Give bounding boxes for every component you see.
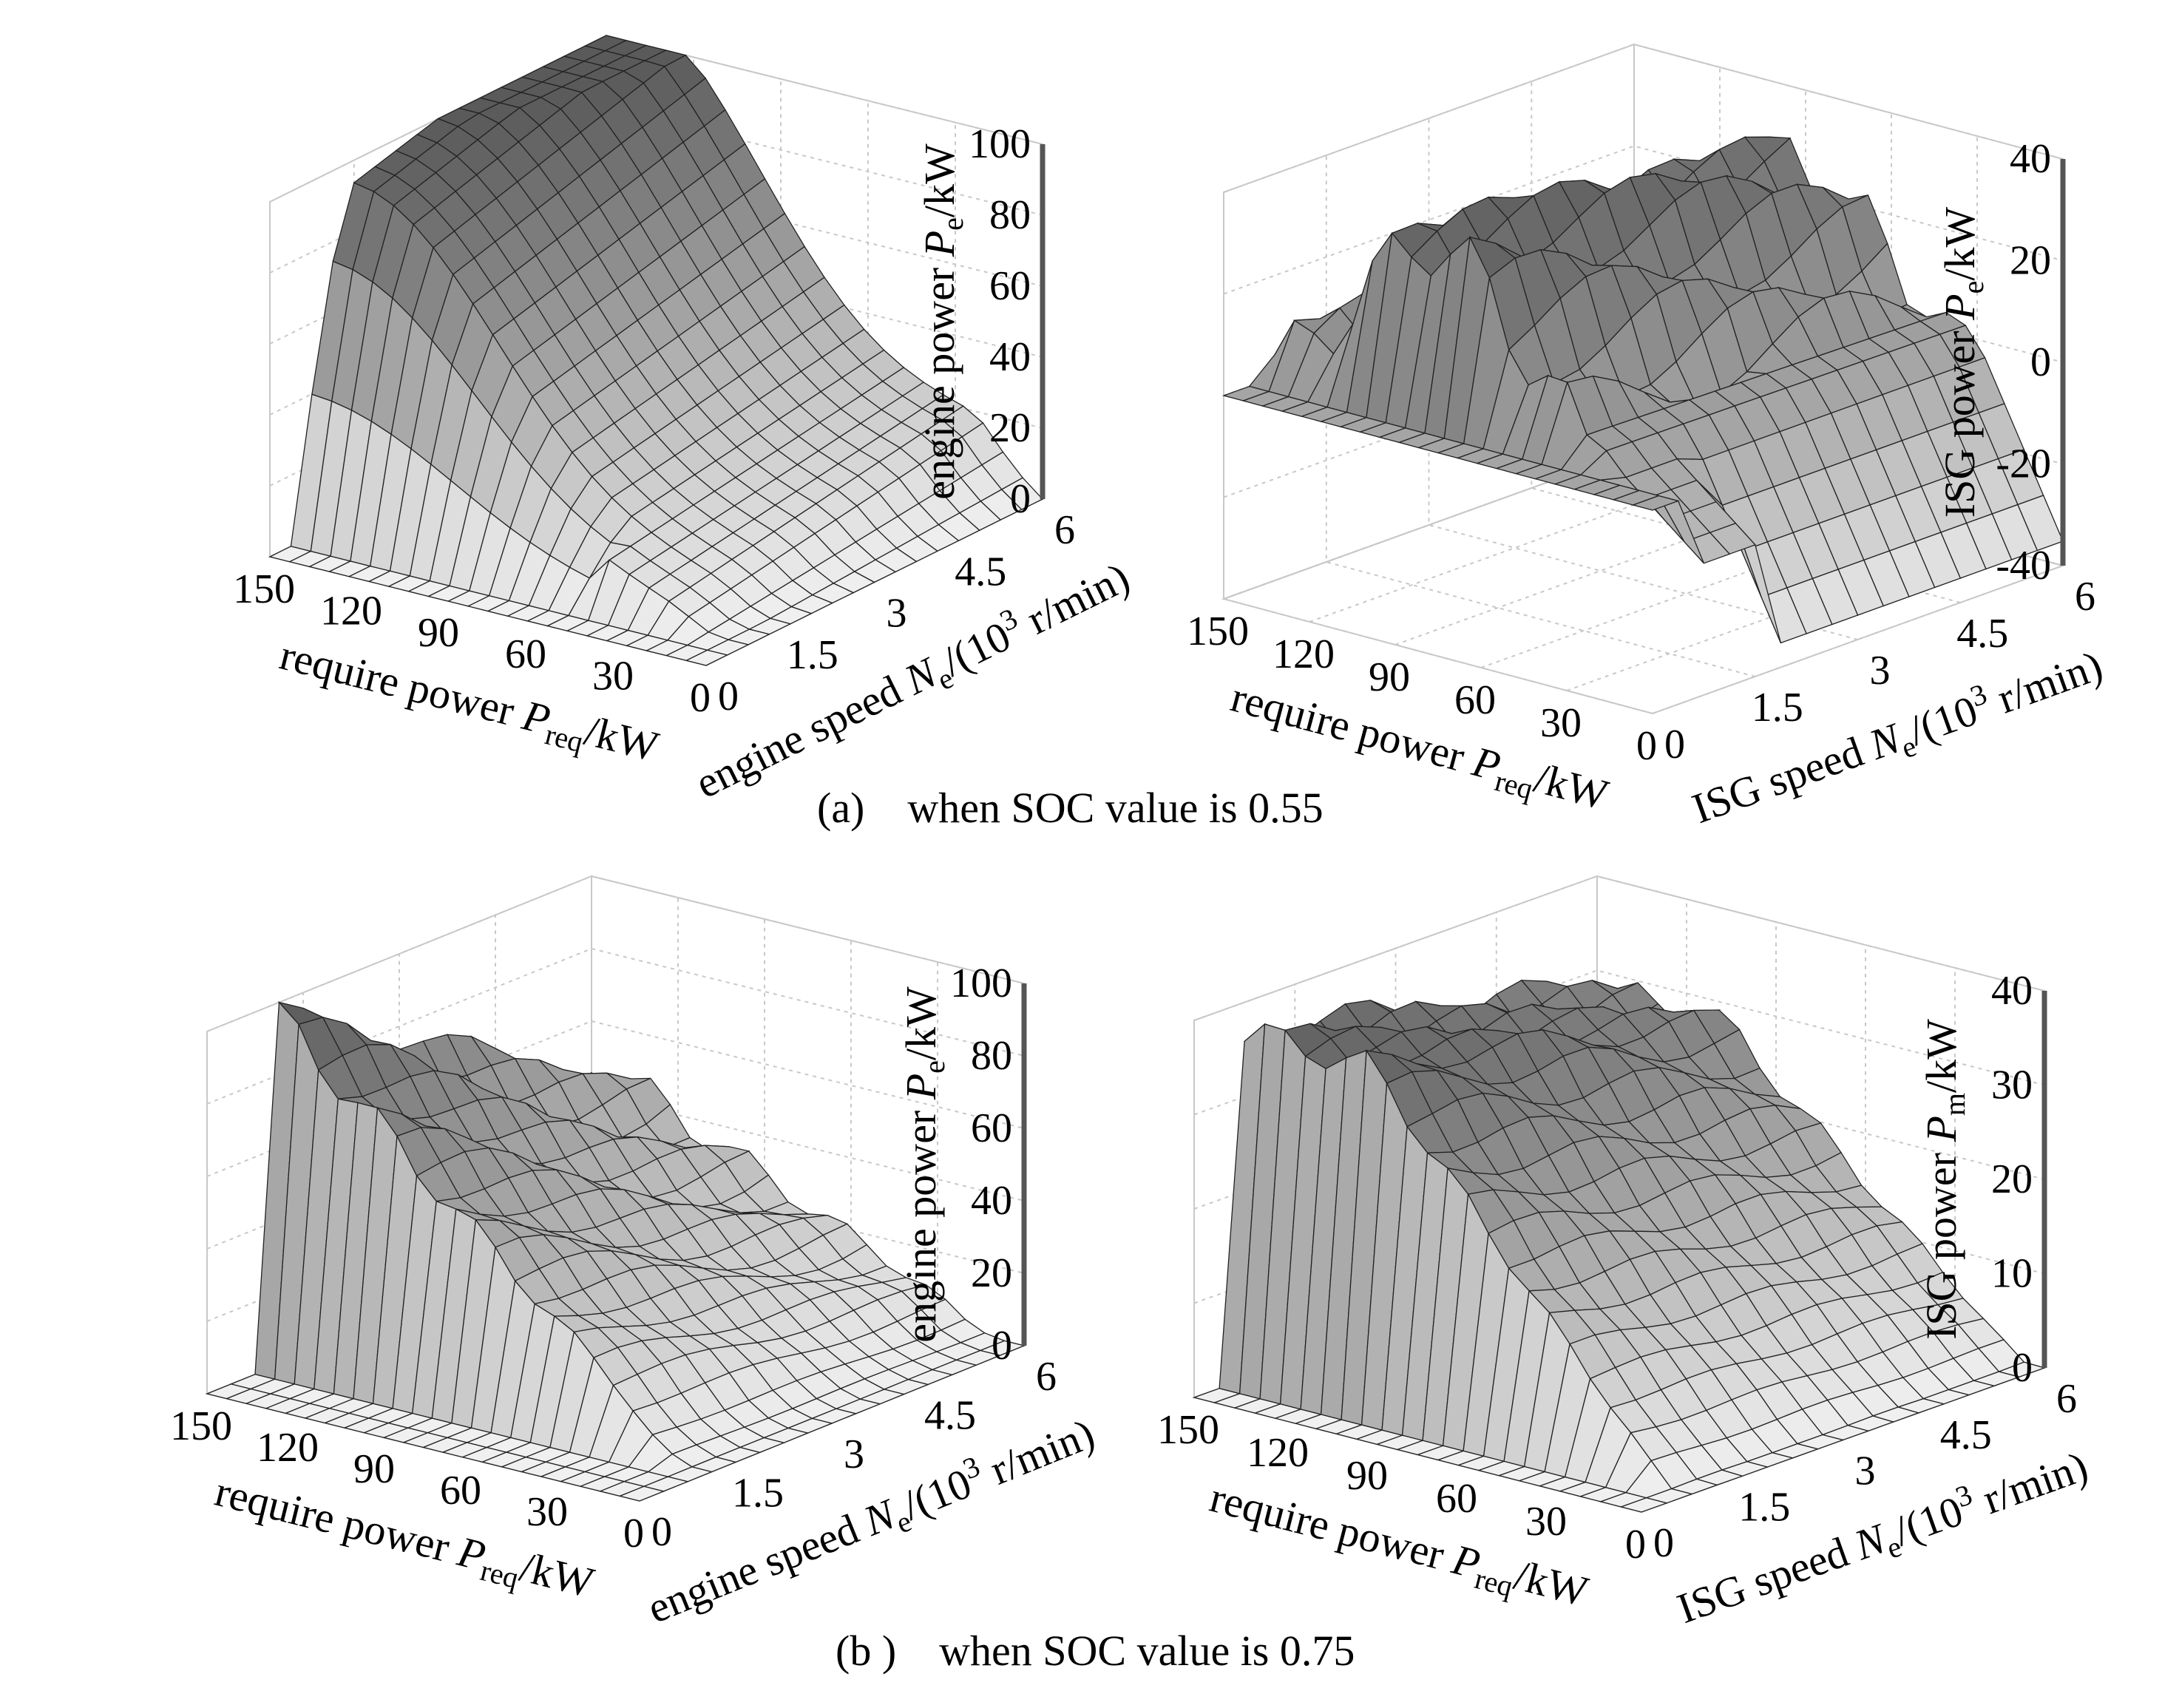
z-tick-label: 0 [992,1323,1012,1369]
x-tick-label: 60 [440,1468,481,1514]
y-tick-label: 1.5 [732,1471,784,1516]
x-tick-label: 30 [1525,1499,1567,1545]
z-tick-label: 100 [950,960,1012,1006]
x-tick-label: 0 [1636,723,1657,769]
surface-mesh [1192,979,2047,1513]
x-tick-label: 120 [1273,631,1335,677]
x-tick-label: 150 [170,1403,232,1449]
caption-a: (a) when SOC value is 0.55 [817,784,1324,832]
y-tick-label: 3 [1870,648,1891,694]
y-tick-label: 3 [887,591,907,637]
y-tick-label: 1.5 [1752,685,1803,731]
z-tick-label: 40 [1991,968,2033,1014]
z-tick-label: 40 [989,334,1031,380]
z-axis-title: ISG power Pe/kW [1936,207,1990,518]
x-tick-label: 120 [257,1425,319,1471]
surface-cell [1631,495,1680,511]
z-tick-label: 0 [2012,1345,2033,1391]
y-tick-label: 3 [1855,1448,1876,1494]
y-tick-label: 6 [1036,1354,1057,1400]
surface-cell [685,649,729,666]
surface-cell [1619,1497,1669,1513]
x-tick-label: 30 [526,1489,568,1535]
z-tick-label: 20 [1991,1156,2033,1202]
surface-mesh [205,1001,1026,1502]
x-tick-label: 90 [1346,1453,1388,1499]
z-axis-title: engine power Pe/kW [897,986,951,1343]
z-tick-label: 60 [971,1105,1012,1151]
y-tick-label: 4.5 [1940,1412,1992,1458]
x-axis-title: require power Preq/kW [1204,1473,1593,1621]
x-tick-label: 120 [1247,1430,1309,1476]
z-tick-label: 100 [969,121,1031,167]
z-tick-label: 20 [989,405,1031,451]
x-tick-label: 90 [353,1446,395,1492]
x-tick-label: 0 [690,675,711,721]
y-tick-label: 0 [1664,722,1685,767]
y-tick-label: 4.5 [924,1393,976,1439]
x-tick-label: 0 [623,1511,644,1556]
x-tick-label: 120 [320,588,382,634]
y-tick-label: 0 [651,1509,672,1555]
z-tick-label: 60 [989,263,1031,309]
x-tick-label: 60 [1436,1476,1477,1522]
x-tick-label: 60 [505,631,546,677]
z-tick-label: 0 [2030,339,2051,385]
z-tick-label: -20 [1996,441,2051,487]
z-axis-title: engine power Pe/kW [915,143,969,500]
surface-mesh [268,35,1044,666]
z-tick-label: -40 [1996,543,2051,589]
y-tick-label: 1.5 [787,632,838,678]
y-tick-label: 6 [2056,1376,2077,1422]
y-tick-label: 4.5 [1956,611,2008,657]
z-tick-label: 0 [1010,476,1031,522]
x-tick-label: 0 [1625,1522,1646,1568]
z-tick-label: 20 [971,1250,1012,1296]
x-tick-label: 90 [1369,654,1410,700]
surface-mesh [1221,136,2064,644]
x-tick-label: 150 [1157,1407,1219,1453]
z-tick-label: 80 [989,192,1031,238]
y-tick-label: 3 [844,1431,864,1477]
y-tick-label: 4.5 [955,549,1006,594]
y-tick-label: 6 [2075,574,2095,620]
x-axis-title: require power Preq/kW [274,631,663,777]
y-tick-label: 1.5 [1738,1484,1790,1530]
y-axis-title: ISG speed Ne/(103 r/min) [1684,637,2110,838]
z-tick-label: 40 [971,1178,1012,1224]
y-tick-label: 0 [718,674,739,719]
x-tick-label: 90 [418,610,459,656]
z-axis-title: ISG power Pm/kW [1917,1019,1971,1340]
z-tick-label: 80 [971,1033,1012,1079]
x-tick-label: 30 [1540,700,1582,746]
caption-b: (b ) when SOC value is 0.75 [836,1627,1355,1675]
x-tick-label: 150 [1187,609,1249,654]
z-tick-label: 40 [2010,136,2051,182]
x-tick-label: 150 [233,566,295,612]
surface-cell [618,1485,665,1502]
z-tick-label: 10 [1991,1251,2033,1297]
x-tick-label: 60 [1454,677,1496,723]
y-tick-label: 0 [1653,1520,1674,1566]
z-tick-label: 30 [1991,1063,2033,1108]
z-tick-label: 20 [2010,238,2051,284]
y-tick-label: 6 [1054,507,1075,553]
x-tick-label: 30 [592,654,634,699]
